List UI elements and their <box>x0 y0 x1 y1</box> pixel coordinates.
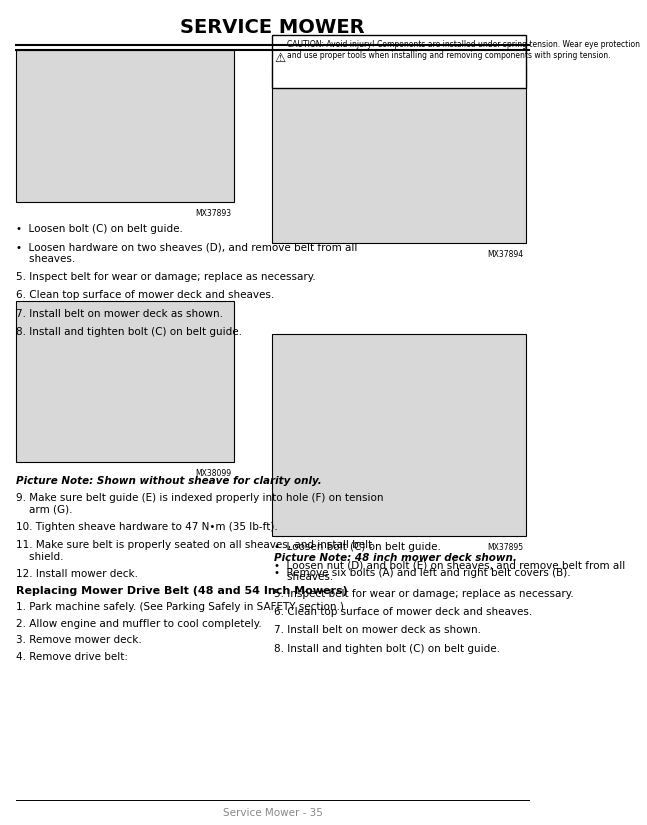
FancyBboxPatch shape <box>272 35 526 88</box>
Text: 5. Inspect belt for wear or damage; replace as necessary.: 5. Inspect belt for wear or damage; repl… <box>16 272 316 282</box>
Text: •  Loosen bolt (C) on belt guide.: • Loosen bolt (C) on belt guide. <box>274 542 441 552</box>
Text: 7. Install belt on mower deck as shown.: 7. Install belt on mower deck as shown. <box>274 625 481 635</box>
FancyBboxPatch shape <box>272 334 526 536</box>
Text: •  Loosen bolt (C) on belt guide.: • Loosen bolt (C) on belt guide. <box>16 224 183 234</box>
Text: CAUTION: Avoid injury! Components are installed under spring tension. Wear eye p: CAUTION: Avoid injury! Components are in… <box>287 40 640 60</box>
Text: MX37893: MX37893 <box>195 209 232 218</box>
Text: 12. Install mower deck.: 12. Install mower deck. <box>16 569 138 579</box>
FancyBboxPatch shape <box>16 301 234 462</box>
Text: SERVICE MOWER: SERVICE MOWER <box>180 17 365 37</box>
Text: ⚠: ⚠ <box>274 52 285 64</box>
Text: 11. Make sure belt is properly seated on all sheaves, and install belt
    shiel: 11. Make sure belt is properly seated on… <box>16 540 373 562</box>
Text: 6. Clean top surface of mower deck and sheaves.: 6. Clean top surface of mower deck and s… <box>16 290 274 300</box>
Text: 8. Install and tighten bolt (C) on belt guide.: 8. Install and tighten bolt (C) on belt … <box>16 327 243 337</box>
Text: •  Loosen hardware on two sheaves (D), and remove belt from all
    sheaves.: • Loosen hardware on two sheaves (D), an… <box>16 243 358 264</box>
Text: Replacing Mower Drive Belt (48 and 54 Inch Mowers): Replacing Mower Drive Belt (48 and 54 In… <box>16 586 348 596</box>
Text: 9. Make sure belt guide (E) is indexed properly into hole (F) on tension
    arm: 9. Make sure belt guide (E) is indexed p… <box>16 493 384 515</box>
Text: 3. Remove mower deck.: 3. Remove mower deck. <box>16 635 142 645</box>
Text: 10. Tighten sheave hardware to 47 N•m (35 lb-ft).: 10. Tighten sheave hardware to 47 N•m (3… <box>16 522 278 532</box>
Text: •  Remove six bolts (A) and left and right belt covers (B).: • Remove six bolts (A) and left and righ… <box>274 568 571 578</box>
Text: 6. Clean top surface of mower deck and sheaves.: 6. Clean top surface of mower deck and s… <box>274 607 532 617</box>
Text: 5. Inspect belt for wear or damage; replace as necessary.: 5. Inspect belt for wear or damage; repl… <box>274 589 574 599</box>
Text: MX37895: MX37895 <box>487 543 523 552</box>
Text: •  Loosen nut (D) and bolt (E) on sheaves, and remove belt from all
    sheaves.: • Loosen nut (D) and bolt (E) on sheaves… <box>274 560 626 582</box>
Text: 4. Remove drive belt:: 4. Remove drive belt: <box>16 652 128 662</box>
Text: Picture Note: 48 inch mower deck shown.: Picture Note: 48 inch mower deck shown. <box>274 553 517 563</box>
Text: Picture Note: Shown without sheave for clarity only.: Picture Note: Shown without sheave for c… <box>16 476 322 486</box>
FancyBboxPatch shape <box>272 66 526 243</box>
Text: 8. Install and tighten bolt (C) on belt guide.: 8. Install and tighten bolt (C) on belt … <box>274 644 500 653</box>
FancyBboxPatch shape <box>16 50 234 202</box>
Text: 2. Allow engine and muffler to cool completely.: 2. Allow engine and muffler to cool comp… <box>16 619 262 629</box>
Text: MX37894: MX37894 <box>487 250 523 259</box>
Text: MX38099: MX38099 <box>195 469 232 478</box>
Text: Service Mower - 35: Service Mower - 35 <box>223 808 322 818</box>
Text: 7. Install belt on mower deck as shown.: 7. Install belt on mower deck as shown. <box>16 309 223 318</box>
Text: 1. Park machine safely. (See Parking Safely in SAFETY section.): 1. Park machine safely. (See Parking Saf… <box>16 602 344 612</box>
